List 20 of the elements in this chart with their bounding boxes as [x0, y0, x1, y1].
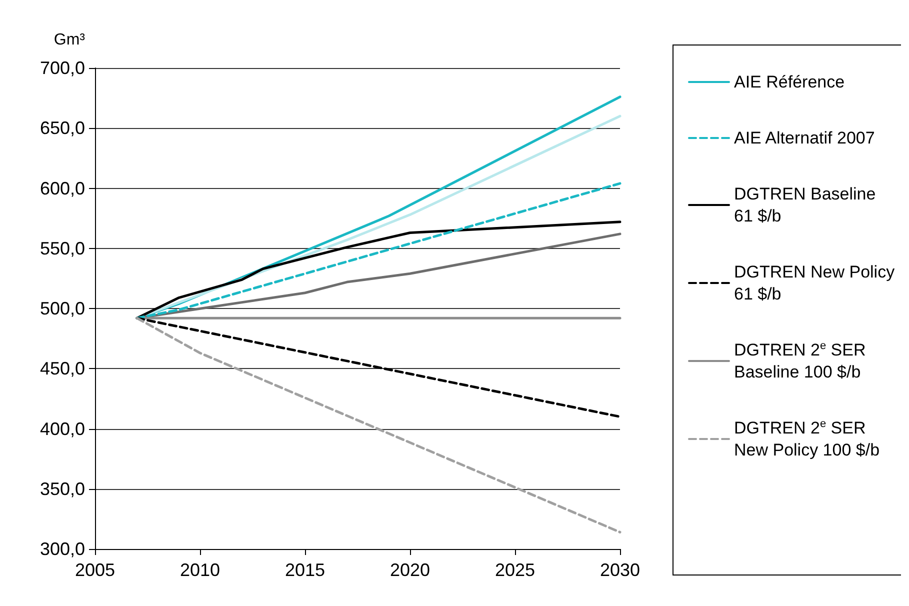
legend-label: AIE Référence [734, 72, 845, 92]
legend-label: AIE Alternatif 2007 [734, 128, 875, 148]
y-tick-label: 300,0 [40, 539, 85, 559]
legend-label: DGTREN Baseline 61 $/b [734, 184, 876, 226]
x-tick-label: 2010 [180, 560, 220, 580]
x-tick-label: 2030 [600, 560, 640, 580]
x-tick-label: 2005 [74, 560, 116, 580]
y-tick-label: 700,0 [40, 58, 85, 78]
legend-label: DGTREN New Policy 61 $/b [734, 262, 896, 304]
x-tick-label: 2015 [284, 560, 326, 580]
y-axis-title: Gm³ [54, 32, 86, 48]
y-tick-label: 600,0 [40, 178, 85, 198]
y-tick-label: 400,0 [40, 418, 85, 439]
y-tick-label: 350,0 [40, 478, 85, 499]
x-tick-label: 2025 [494, 560, 536, 580]
y-tick-label: 450,0 [40, 358, 85, 379]
y-tick-label: 500,0 [40, 298, 85, 318]
x-tick-label: 2020 [390, 560, 430, 580]
y-tick-label: 650,0 [40, 118, 85, 138]
y-tick-label: 550,0 [40, 238, 85, 258]
